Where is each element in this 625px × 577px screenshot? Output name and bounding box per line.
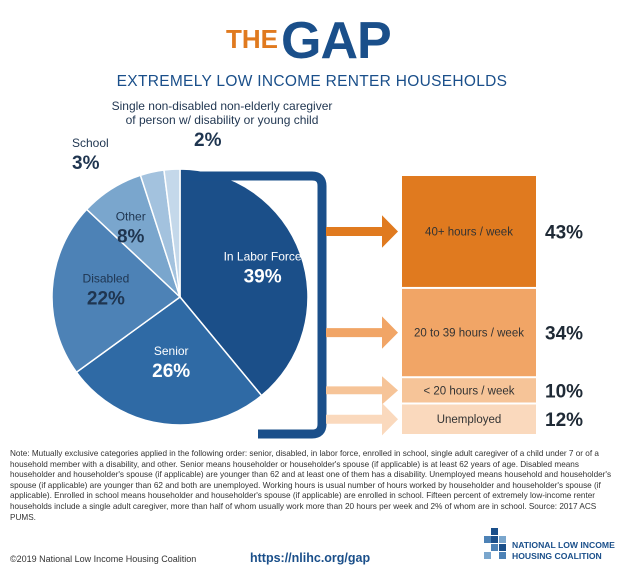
copyright: ©2019 National Low Income Housing Coalit…	[10, 554, 197, 564]
brand-the: THE	[226, 24, 278, 54]
bar-label-unemployed: Unemployed	[437, 414, 502, 426]
arrows	[326, 215, 398, 436]
page-subtitle: EXTREMELY LOW INCOME RENTER HOUSEHOLDS	[117, 73, 508, 90]
chart-canvas: THE GAP EXTREMELY LOW INCOME RENTER HOUS…	[51, 12, 583, 439]
bar-value-20-to-39-hours-week: 34%	[545, 324, 583, 345]
stacked-bar: 40+ hours / week 43% 20 to 39 hours / week…	[402, 176, 583, 434]
pie-value-caregiver: 2%	[194, 130, 222, 151]
pie-value-senior: 26%	[152, 361, 190, 382]
bar-label-40-hours-week: 40+ hours / week	[425, 227, 513, 239]
bar-value-unemployed: 12%	[545, 410, 583, 431]
arrow-20-hours-week	[326, 376, 398, 405]
bar-label-20-hours-week: < 20 hours / week	[423, 385, 514, 397]
bar-value-40-hours-week: 43%	[545, 223, 583, 244]
pie-label-in-labor-force: In Labor Force	[224, 250, 302, 264]
pie-value-in-labor-force: 39%	[244, 267, 282, 288]
bar-segment-unemployed	[402, 404, 536, 434]
pie-label-school: School	[72, 136, 109, 150]
pie-slice-senior	[75, 295, 263, 426]
nlihc-logo-icon	[484, 528, 506, 559]
bar-value-20-hours-week: 10%	[545, 381, 583, 402]
pie-value-school: 3%	[72, 153, 100, 174]
logo-text: NATIONAL LOW INCOME HOUSING COALITION	[512, 540, 615, 561]
pie-slice-disabled	[51, 208, 182, 374]
pie-label-other: Other	[116, 210, 146, 224]
arrow-40-hours-week	[326, 215, 398, 248]
website-link[interactable]: https://nlihc.org/gap	[250, 551, 371, 565]
pie-value-other: 8%	[117, 227, 145, 248]
pie-label-caregiver-line-2: of person w/ disability or young child	[126, 113, 319, 127]
logo-line-1: NATIONAL LOW INCOME	[512, 540, 615, 550]
bracket-connector	[186, 171, 327, 439]
pie-label-disabled: Disabled	[83, 271, 130, 285]
bar-segment-20-to-39-hours-week	[402, 288, 536, 377]
logo-line-2: HOUSING COALITION	[512, 550, 602, 561]
bar-segment-20-hours-week	[402, 378, 536, 403]
footnote: Note: Mutually exclusive categories appl…	[10, 449, 612, 522]
bar-segment-40-hours-week	[402, 176, 536, 287]
arrow-20-to-39-hours-week	[326, 316, 398, 349]
pie-slice-single-non-disabled-non-elderly-	[163, 168, 181, 298]
pie-label-caregiver-line-1: Single non-disabled non-elderly caregive…	[112, 99, 333, 113]
nlihc-logo: NATIONAL LOW INCOME HOUSING COALITION	[482, 524, 622, 572]
brand-gap: GAP	[281, 12, 391, 70]
pie-label-senior: Senior	[154, 344, 189, 358]
bar-label-20-to-39-hours-week: 20 to 39 hours / week	[414, 328, 524, 340]
pie-value-disabled: 22%	[87, 288, 125, 309]
pie-chart: In Labor Force 39% Senior 26% Disabled 22% Oth…	[51, 99, 333, 426]
arrow-unemployed	[326, 403, 398, 436]
